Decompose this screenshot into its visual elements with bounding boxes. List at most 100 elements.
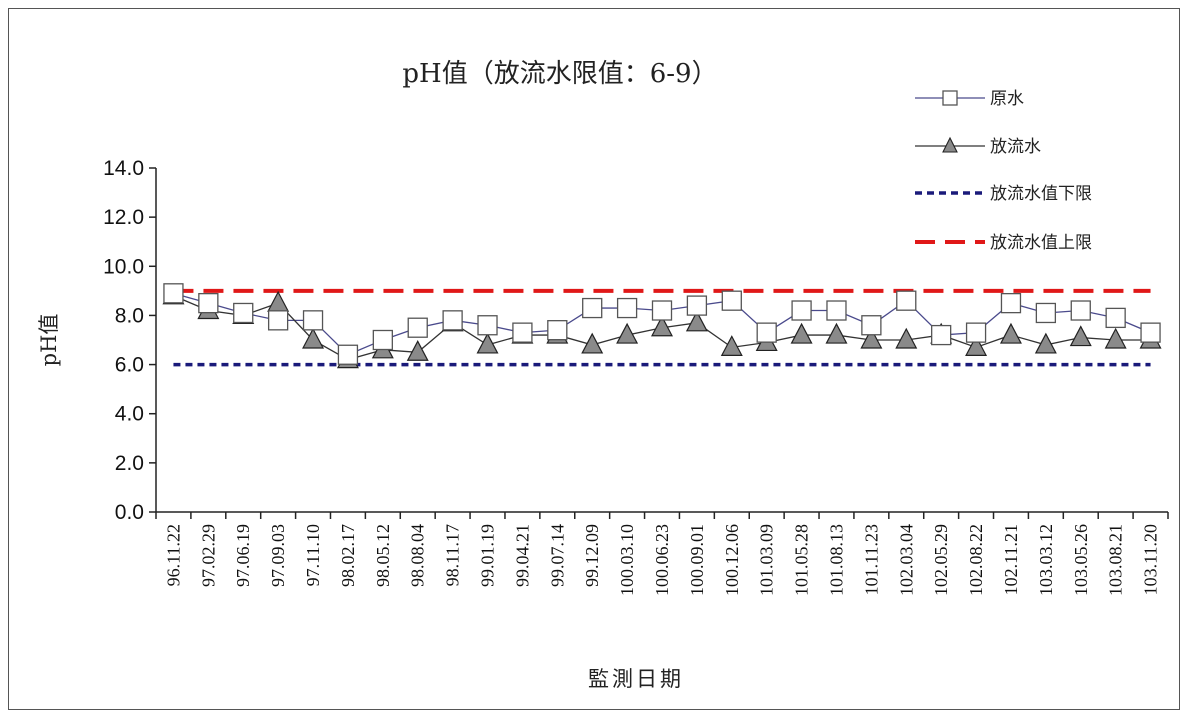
effluent-point bbox=[267, 290, 290, 312]
effluent-point bbox=[1034, 332, 1057, 354]
raw-water-point bbox=[1000, 292, 1022, 314]
raw-water-point bbox=[1035, 302, 1057, 324]
y-tick-label: 8.0 bbox=[115, 304, 144, 327]
effluent-point bbox=[302, 327, 325, 349]
raw-water-point bbox=[442, 310, 463, 331]
effluent-point bbox=[476, 332, 499, 354]
raw-water-point bbox=[931, 324, 952, 346]
y-tick-label: 0.0 bbox=[115, 501, 144, 524]
effluent-point bbox=[999, 322, 1022, 344]
x-tick-label: 97.06.19 bbox=[233, 524, 253, 587]
legend-item: 放流水值下限 bbox=[915, 184, 1092, 204]
x-tick-label: 99.07.14 bbox=[547, 524, 567, 587]
x-tick-label: 97.09.03 bbox=[268, 524, 288, 587]
effluent-point bbox=[825, 322, 848, 344]
x-tick-label: 97.11.10 bbox=[303, 524, 323, 586]
legend-label: 放流水值下限 bbox=[990, 184, 1092, 204]
raw-water-point bbox=[1070, 300, 1091, 321]
raw-water-point bbox=[163, 283, 184, 304]
legend-triangle-marker bbox=[942, 136, 958, 153]
effluent-point bbox=[790, 322, 813, 344]
raw-water-point bbox=[686, 295, 708, 316]
x-tick-label: 102.03.04 bbox=[896, 524, 916, 596]
x-tick-label: 98.05.12 bbox=[373, 524, 393, 587]
x-tick-label: 103.08.21 bbox=[1106, 524, 1126, 596]
y-tick-label: 6.0 bbox=[115, 354, 144, 377]
raw-water-point bbox=[477, 315, 498, 336]
effluent-point bbox=[616, 322, 639, 344]
x-axis-label: 監測日期 bbox=[588, 667, 684, 691]
x-tick-label: 99.12.09 bbox=[582, 524, 602, 587]
legend-square-marker bbox=[942, 90, 958, 106]
raw-water-point bbox=[582, 297, 603, 319]
effluent-point bbox=[1069, 325, 1092, 347]
effluent-point bbox=[406, 339, 429, 361]
legend-label: 原水 bbox=[990, 89, 1024, 109]
raw-water-point bbox=[547, 320, 568, 341]
x-tick-label: 99.01.19 bbox=[478, 524, 498, 587]
raw-water-point bbox=[861, 315, 882, 336]
y-tick-label: 4.0 bbox=[115, 403, 144, 426]
x-tick-label: 101.03.09 bbox=[757, 524, 777, 596]
raw-water-point bbox=[337, 344, 359, 365]
x-tick-label: 98.08.04 bbox=[408, 524, 428, 587]
x-tick-label: 101.05.28 bbox=[792, 524, 812, 596]
x-tick-label: 103.03.12 bbox=[1036, 524, 1056, 596]
y-tick-label: 2.0 bbox=[115, 452, 144, 475]
effluent-point bbox=[860, 327, 883, 349]
raw-water-point bbox=[651, 300, 673, 321]
series-layer bbox=[162, 283, 1162, 369]
x-tick-label: 96.11.22 bbox=[163, 524, 183, 586]
legend-label: 放流水值上限 bbox=[990, 233, 1092, 253]
raw-water-point bbox=[1140, 322, 1161, 343]
raw-water-point bbox=[198, 292, 219, 314]
legend-item: 原水 bbox=[915, 89, 1024, 109]
y-axis-label: pH值 bbox=[37, 314, 61, 367]
raw-water-point bbox=[791, 300, 812, 321]
effluent-point bbox=[685, 310, 708, 332]
x-tick-label: 100.12.06 bbox=[722, 524, 742, 596]
raw-water-point bbox=[826, 300, 847, 321]
effluent-point bbox=[895, 327, 918, 349]
x-tick-label: 98.11.17 bbox=[443, 524, 463, 586]
chart-title: pH值（放流水限值：6-9） bbox=[402, 59, 717, 89]
raw-water-point bbox=[721, 290, 742, 311]
x-tick-label: 102.05.29 bbox=[931, 524, 951, 596]
raw-water-point bbox=[756, 322, 777, 343]
x-tick-label: 102.08.22 bbox=[966, 524, 986, 596]
raw-water-point bbox=[512, 322, 533, 343]
effluent-point bbox=[965, 335, 988, 356]
x-tick-label: 102.11.21 bbox=[1001, 524, 1021, 595]
raw-water-point bbox=[896, 290, 917, 311]
raw-water-point bbox=[233, 302, 254, 324]
x-tick-label: 99.04.21 bbox=[512, 524, 532, 587]
raw-water-point bbox=[616, 297, 638, 319]
effluent-point bbox=[581, 332, 604, 354]
effluent-point bbox=[720, 335, 743, 356]
x-tick-label: 100.03.10 bbox=[617, 524, 637, 596]
x-tick-label: 98.02.17 bbox=[338, 524, 358, 587]
raw-water-point bbox=[302, 310, 324, 331]
x-tick-label: 101.11.23 bbox=[861, 524, 881, 595]
chart-axes: 0.0 2.0 4.0 6.0 8.0 10.0 12.0 14.0 96.11.22 97.02… bbox=[103, 157, 1169, 596]
raw-water-point bbox=[372, 329, 393, 351]
x-tick-label: 97.02.29 bbox=[198, 524, 218, 587]
x-tick-label: 103.11.20 bbox=[1141, 524, 1161, 595]
y-tick-label: 12.0 bbox=[103, 206, 144, 229]
legend-label: 放流水 bbox=[990, 137, 1041, 157]
legend-item: 放流水 bbox=[915, 136, 1041, 157]
x-tick-label: 103.05.26 bbox=[1071, 524, 1091, 596]
effluent-point bbox=[1104, 327, 1127, 349]
raw-water-point bbox=[965, 322, 987, 343]
raw-water-point bbox=[407, 317, 428, 338]
y-tick-label: 14.0 bbox=[103, 157, 144, 180]
y-tick-label: 10.0 bbox=[103, 255, 144, 278]
x-tick-label: 100.09.01 bbox=[687, 524, 707, 596]
x-tick-label: 100.06.23 bbox=[652, 524, 672, 596]
x-tick-label: 101.08.13 bbox=[826, 524, 846, 596]
legend-item: 放流水值上限 bbox=[915, 233, 1092, 253]
effluent-point bbox=[651, 315, 673, 337]
raw-water-point bbox=[1105, 307, 1126, 329]
